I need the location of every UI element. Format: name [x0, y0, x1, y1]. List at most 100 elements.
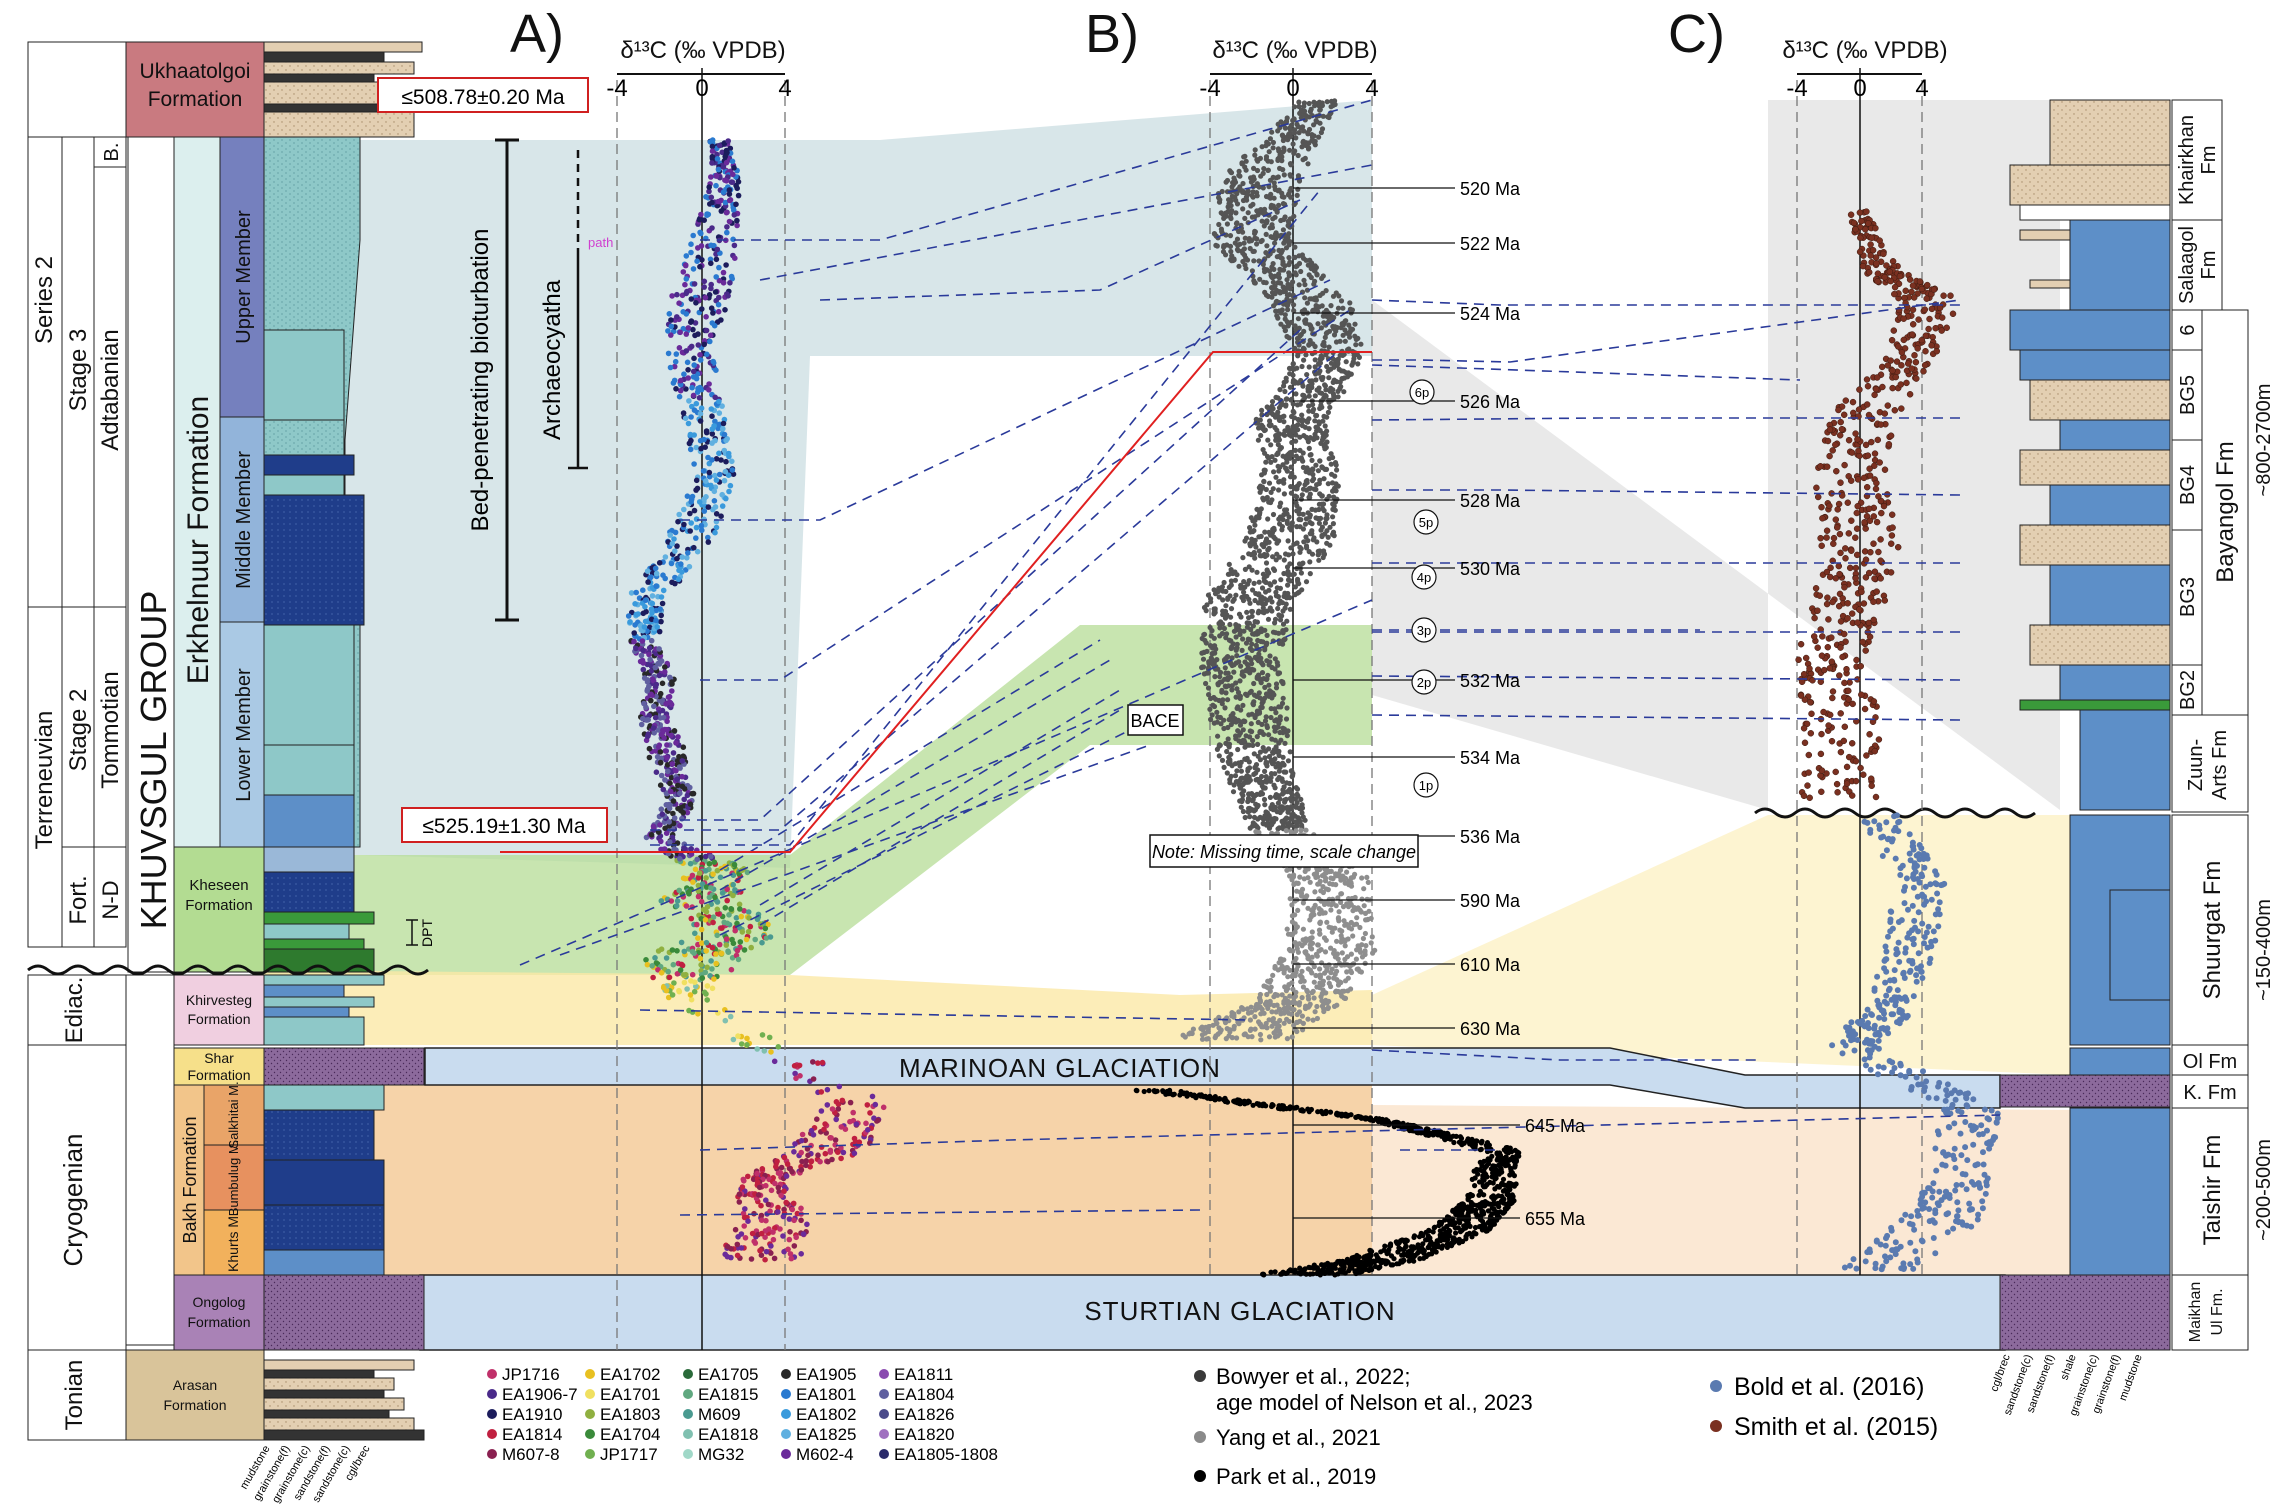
panel-a-point: [668, 332, 674, 338]
panel-b-point: [1342, 338, 1348, 344]
panel-a-point: [644, 679, 651, 685]
panel-b-point: [1288, 490, 1294, 496]
panel-b-point: [1317, 405, 1323, 412]
panel-b-point: [1336, 366, 1342, 372]
panel-a-point: [645, 579, 651, 585]
panel-a-point: [687, 784, 693, 791]
panel-b-point: [1288, 464, 1294, 470]
panel-a-point: [758, 1202, 764, 1209]
ukhaatolgoi-label-1: Ukhaatolgoi: [140, 60, 251, 83]
panel-a-point: [728, 1254, 734, 1261]
panel-b-point: [1287, 384, 1293, 390]
panel-a-point: [832, 1137, 839, 1143]
panel-a-point: [658, 731, 665, 738]
panel-a-point: [751, 1238, 757, 1245]
panel-b-point: [1267, 136, 1273, 142]
panel-a-point: [645, 731, 652, 737]
panel-a-point: [736, 1191, 743, 1197]
panel-a-point: [805, 1152, 811, 1159]
panel-b-point-park: [1383, 1118, 1389, 1125]
panel-b-point: [1361, 886, 1367, 892]
panel-b-point: [1257, 553, 1263, 559]
panel-b-point: [1287, 172, 1293, 178]
panel-b-point: [1207, 624, 1213, 631]
panel-b-point: [1331, 948, 1337, 954]
panel-b-point: [1223, 179, 1229, 185]
panel-a-point: [702, 294, 709, 301]
panel-b-point: [1247, 814, 1253, 820]
panel-b-point: [1355, 361, 1361, 367]
panel-a-point: [798, 1137, 805, 1144]
panel-b-point: [1317, 458, 1323, 464]
panel-a-point: [657, 606, 663, 612]
panel-b-point: [1278, 151, 1284, 157]
panel-a-point: [677, 329, 683, 336]
panel-b-point: [1242, 566, 1248, 573]
panel-a-point: [685, 420, 692, 427]
panel-a-point: [724, 897, 730, 904]
panel-a-point: [708, 406, 715, 412]
panel-b-point: [1254, 569, 1260, 575]
panel-b-point: [1290, 772, 1296, 779]
panel-a-point: [693, 400, 700, 407]
panel-b-point: [1280, 608, 1286, 614]
panel-b-point: [1324, 965, 1330, 971]
panel-a-point: [774, 1158, 780, 1165]
panel-a-point: [759, 1166, 766, 1172]
panel-b-point: [1353, 342, 1359, 348]
panel-a-point: [662, 669, 668, 675]
panel-b-point: [1242, 814, 1248, 821]
panel-a-point: [707, 256, 714, 263]
panel-b-point: [1260, 185, 1266, 191]
panel-a-point: [804, 1221, 810, 1228]
panel-b-point: [1234, 236, 1241, 242]
panel-b-point: [1284, 277, 1290, 283]
panel-b-point: [1234, 1035, 1240, 1041]
panel-b-point: [1271, 534, 1277, 540]
panel-a-point: [731, 165, 737, 171]
panel-a-point: [756, 1184, 763, 1191]
panel-a-point: [688, 915, 695, 922]
panel-b-point: [1282, 432, 1288, 438]
panel-b-point: [1311, 133, 1317, 139]
panel-a-point: [652, 565, 659, 572]
panel-a-point: [745, 1173, 751, 1180]
panel-a-point: [689, 971, 696, 978]
panel-b-point: [1339, 950, 1345, 956]
panel-b-point: [1221, 764, 1227, 771]
panel-a-point: [709, 225, 715, 231]
panel-b-point: [1288, 319, 1294, 325]
panel-b-point: [1268, 442, 1274, 448]
panel-b-point: [1253, 544, 1259, 550]
panel-b-point: [1328, 98, 1335, 104]
panel-b-point: [1300, 157, 1306, 163]
panel-a-point: [681, 371, 687, 378]
panel-b-point: [1237, 730, 1243, 736]
panel-b-point: [1332, 101, 1338, 108]
panel-a-point: [695, 342, 702, 348]
panel-a-point: [681, 506, 687, 513]
panel-b-point: [1326, 344, 1332, 350]
panel-a-point: [666, 819, 672, 825]
panel-b-point: [1255, 610, 1261, 616]
panel-a-point: [721, 431, 728, 438]
panel-b-point: [1287, 873, 1293, 879]
panel-b-point: [1330, 514, 1336, 520]
panel-b-point: [1239, 647, 1245, 654]
panel-a-point: [677, 822, 683, 829]
panel-b-point: [1297, 434, 1303, 440]
panel-b-point: [1296, 130, 1302, 136]
panel-a-point: [674, 971, 681, 977]
panel-b-point: [1270, 566, 1277, 572]
panel-b-point: [1263, 280, 1269, 286]
panel-b-point: [1330, 531, 1336, 538]
panel-b-point: [1309, 929, 1315, 935]
shar-label-1: Shar: [204, 1050, 234, 1066]
panel-b-point: [1359, 875, 1365, 881]
panel-a-point: [709, 199, 715, 206]
panel-b-point: [1266, 268, 1273, 274]
panel-c-tick-0: 0: [1853, 75, 1866, 102]
panel-a-point: [766, 1226, 772, 1232]
panel-b-point: [1357, 924, 1363, 931]
panel-a-point: [676, 300, 682, 307]
